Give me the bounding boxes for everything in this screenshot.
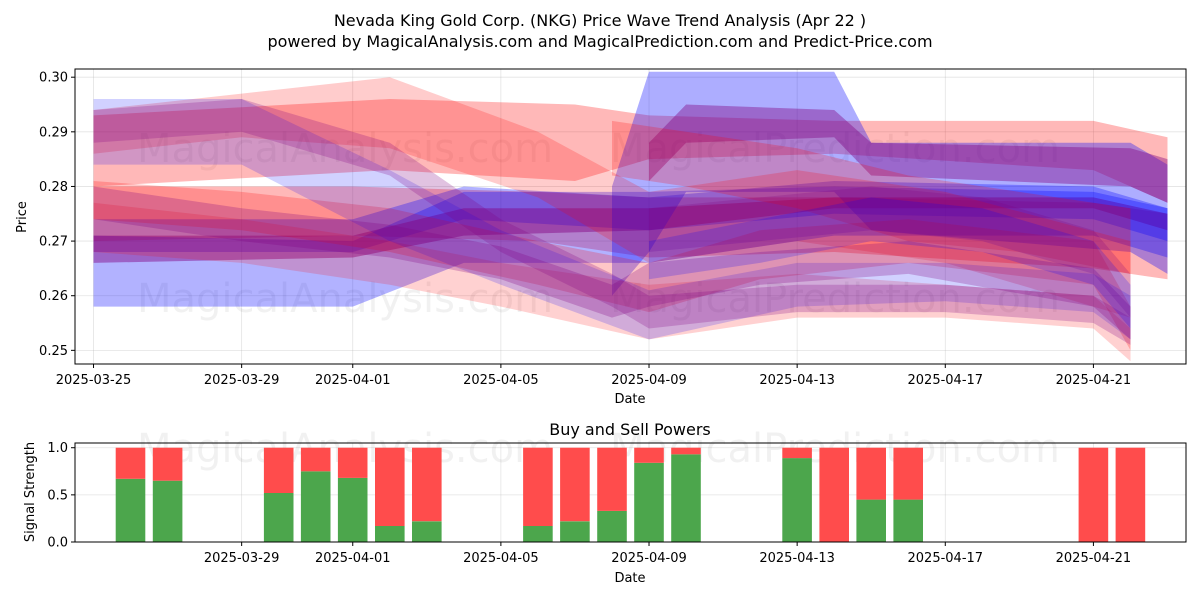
price-y-tick-label: 0.27 (39, 235, 68, 250)
sell-power-bar (152, 447, 183, 481)
buy-power-bar (893, 499, 923, 542)
buy-power-bar (782, 458, 812, 542)
sell-power-bar (263, 447, 294, 493)
signal-x-tick-label: 2025-03-29 (204, 551, 280, 566)
price-y-axis-label: Price (15, 201, 30, 233)
buy-power-bar (634, 462, 664, 542)
price-x-tick-label: 2025-04-05 (463, 373, 539, 388)
buy-power-bar (856, 499, 886, 542)
buy-power-bar (300, 471, 331, 542)
signal-y-tick-label: 1.0 (47, 441, 68, 456)
sell-power-bar (856, 447, 886, 500)
price-wave-band (93, 181, 1168, 252)
price-wave-band (93, 197, 1168, 263)
sell-power-bar (337, 447, 368, 478)
price-wave-band (93, 186, 1168, 307)
signal-x-axis-label: Date (614, 571, 645, 586)
buy-power-bar (375, 526, 405, 542)
signal-x-tick-label: 2025-04-21 (1056, 551, 1132, 566)
price-grid (75, 69, 1186, 364)
price-wave-band (93, 181, 1131, 351)
price-y-tick-label: 0.30 (39, 71, 68, 86)
price-wave-band (93, 99, 1168, 203)
price-bands (93, 71, 1168, 362)
signal-y-axis-label: Signal Strength (23, 442, 38, 542)
price-y-tick-label: 0.29 (39, 125, 68, 140)
chart-subtitle: powered by MagicalAnalysis.com and Magic… (267, 32, 932, 51)
buy-power-bar (597, 510, 627, 542)
signal-title: Buy and Sell Powers (549, 420, 711, 439)
price-axes-frame (74, 68, 1187, 365)
buy-power-bar (523, 526, 553, 542)
price-x-axis-label: Date (614, 392, 645, 407)
price-wave-band (93, 202, 1131, 362)
buy-power-bar (263, 493, 294, 542)
watermark-text: MagicalPrediction.com (610, 126, 1060, 172)
sell-power-bar (819, 447, 849, 542)
buy-power-bar (337, 477, 368, 542)
sell-power-bar (782, 447, 812, 459)
signal-axes-frame (74, 442, 1187, 543)
sell-power-bar (893, 447, 923, 500)
sell-power-bar (560, 447, 590, 522)
buy-power-bar (671, 454, 701, 542)
sell-power-bar (115, 447, 146, 479)
price-x-tick-label: 2025-03-29 (204, 373, 280, 388)
sell-power-bar (1078, 447, 1109, 542)
price-wave-band (93, 186, 1168, 280)
signal-x-tick-label: 2025-04-01 (315, 551, 391, 566)
signal-x-ticks: 2025-03-29 2025-04-01 2025-04-05 2025-04-09… (204, 542, 1131, 566)
sell-power-bar (1115, 447, 1146, 542)
signal-y-ticks: 0.0 0.5 1.0 (47, 441, 75, 551)
signal-y-tick-label: 0.5 (47, 488, 68, 503)
price-panel: MagicalAnalysis.com MagicalPrediction.com… (15, 68, 1187, 407)
price-wave-band (612, 71, 1168, 296)
price-x-tick-label: 2025-04-09 (611, 373, 687, 388)
sell-power-bar (523, 447, 553, 526)
price-wave-band (649, 197, 1131, 329)
price-x-tick-label: 2025-04-01 (315, 373, 391, 388)
price-y-tick-label: 0.26 (39, 289, 68, 304)
price-wave-band (93, 186, 1131, 340)
signal-panel: Buy and Sell Powers MagicalAnalysis.comM… (23, 420, 1187, 586)
price-x-ticks: 2025-03-25 2025-03-29 2025-04-01 2025-04-05… (56, 364, 1131, 388)
signal-x-tick-label: 2025-04-13 (759, 551, 835, 566)
price-wave-band (93, 99, 1131, 345)
buy-power-bar (560, 521, 590, 542)
price-x-tick-label: 2025-04-17 (908, 373, 984, 388)
price-x-tick-label: 2025-03-25 (56, 373, 132, 388)
price-y-tick-label: 0.28 (39, 180, 68, 195)
sell-power-bar (671, 447, 701, 455)
price-wave-band (612, 120, 1131, 274)
price-wave-band (93, 77, 1131, 318)
price-watermarks: MagicalAnalysis.com MagicalPrediction.com… (137, 126, 1060, 322)
sell-power-bar (375, 447, 405, 526)
price-wave-band (649, 186, 1131, 318)
buy-power-bar (152, 480, 183, 542)
watermark-text: MagicalAnalysis.com (137, 126, 553, 172)
sell-power-bar (412, 447, 442, 522)
price-x-tick-label: 2025-04-21 (1056, 373, 1132, 388)
signal-x-tick-label: 2025-04-09 (611, 551, 687, 566)
buy-power-bar (115, 478, 146, 542)
sell-power-bar (634, 447, 664, 463)
signal-x-tick-label: 2025-04-05 (463, 551, 539, 566)
watermark-text: MagicalAnalysis.com (137, 276, 553, 322)
price-wave-band (649, 104, 1168, 203)
chart-title: Nevada King Gold Corp. (NKG) Price Wave … (334, 11, 866, 30)
signal-bars (115, 447, 1146, 542)
price-y-tick-label: 0.25 (39, 344, 68, 359)
signal-x-tick-label: 2025-04-17 (908, 551, 984, 566)
price-wave-band (93, 99, 1131, 340)
watermark-text: MagicalPrediction.com (610, 276, 1060, 322)
price-x-tick-label: 2025-04-13 (759, 373, 835, 388)
buy-power-bar (412, 521, 442, 542)
sell-power-bar (300, 447, 331, 472)
price-y-ticks: 0.25 0.26 0.27 0.28 0.29 0.30 (39, 71, 75, 359)
signal-y-tick-label: 0.0 (47, 536, 68, 551)
sell-power-bar (597, 447, 627, 511)
